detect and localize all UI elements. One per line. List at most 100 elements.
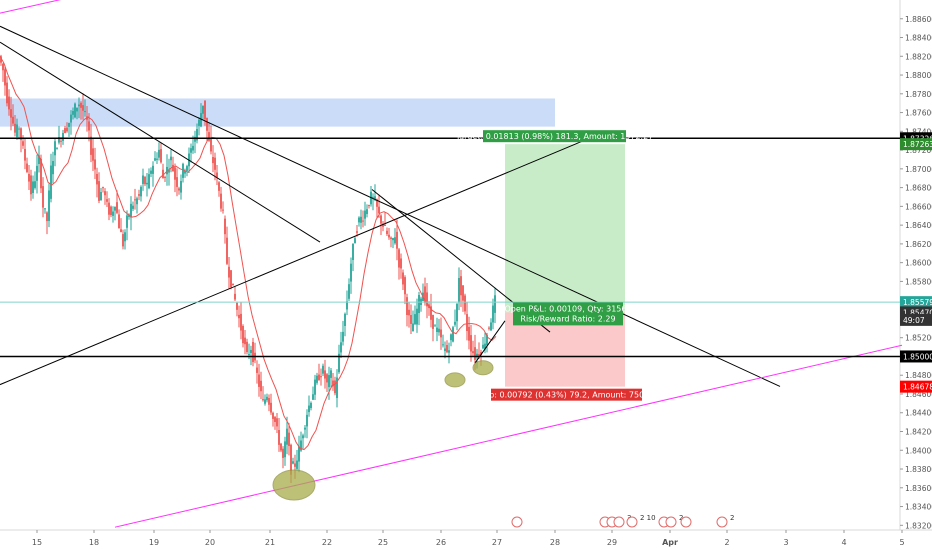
candle-body xyxy=(18,128,20,130)
y-tick-label: 1.86200 xyxy=(905,240,932,249)
y-tick-label: 1.87000 xyxy=(905,165,932,174)
candle-body xyxy=(138,194,140,196)
profit-zone xyxy=(505,144,625,313)
x-tick-label: Apr xyxy=(662,538,678,547)
candle-body xyxy=(204,100,206,120)
candle-body xyxy=(382,223,384,227)
candle-body xyxy=(38,155,40,165)
candle-body xyxy=(196,129,198,141)
candle-body xyxy=(148,174,150,189)
candle-body xyxy=(10,109,12,118)
candle-body xyxy=(232,283,234,286)
price-label-text: 49:07 xyxy=(903,316,925,325)
candle-body xyxy=(158,149,160,158)
y-tick-label: 1.85200 xyxy=(905,334,932,343)
candle-body xyxy=(472,351,474,354)
x-tick-label: 19 xyxy=(149,538,159,547)
candle-body xyxy=(432,315,434,329)
candle-body xyxy=(242,326,244,344)
y-tick-label: 1.84800 xyxy=(905,371,932,380)
y-tick-label: 1.87800 xyxy=(905,90,932,99)
grid xyxy=(0,0,932,531)
candle-body xyxy=(8,96,10,110)
rr-text: Risk/Reward Ratio: 2.29 xyxy=(520,314,615,323)
candle-body xyxy=(178,188,180,191)
candle-body xyxy=(40,158,42,189)
candle-body xyxy=(300,440,302,451)
candle-body xyxy=(334,380,336,394)
candle-body xyxy=(372,196,374,198)
candle-body xyxy=(272,412,274,419)
candle-body xyxy=(172,164,174,171)
target-label-bg xyxy=(483,130,626,143)
candle-body xyxy=(106,199,108,202)
candle-body xyxy=(68,122,70,127)
candle-body xyxy=(76,107,78,112)
candle-body xyxy=(22,141,24,146)
candle-body xyxy=(208,132,210,141)
candle-body xyxy=(88,121,90,131)
candle-body xyxy=(296,460,298,469)
candle-body xyxy=(140,186,142,197)
candle-body xyxy=(48,190,50,221)
candle-body xyxy=(394,237,396,244)
candle-body xyxy=(358,217,360,223)
candle-body xyxy=(200,113,202,127)
candle-body xyxy=(426,292,428,307)
candle-body xyxy=(484,343,486,350)
candle-body xyxy=(416,308,418,325)
candle-body xyxy=(0,56,2,63)
candle-body xyxy=(174,167,176,180)
y-tick-label: 1.86800 xyxy=(905,184,932,193)
candle-body xyxy=(112,211,114,216)
candle-body xyxy=(374,196,376,200)
event-count: 2 xyxy=(730,514,734,522)
candle-body xyxy=(146,182,148,185)
candle-body xyxy=(348,284,350,299)
candle-body xyxy=(234,293,236,300)
candle-body xyxy=(482,344,484,349)
candle-body xyxy=(248,354,250,356)
candle-body xyxy=(30,175,32,195)
candle-body xyxy=(332,380,334,387)
candle-body xyxy=(456,303,458,322)
price-label-text: 1.87263 xyxy=(903,140,932,149)
candle-body xyxy=(160,149,162,163)
candle-body xyxy=(92,148,94,161)
trend-line-7 xyxy=(0,0,62,14)
candle-body xyxy=(58,136,60,143)
candle-body xyxy=(246,341,248,353)
candle-body xyxy=(84,111,86,113)
candle-body xyxy=(116,202,118,213)
candle-body xyxy=(276,418,278,427)
y-tick-label: 1.84200 xyxy=(905,428,932,437)
candle-body xyxy=(298,446,300,462)
event-marker-5 xyxy=(680,516,692,528)
candle-body xyxy=(476,353,478,358)
pnl-label-bg xyxy=(513,302,623,326)
candle-body xyxy=(14,123,16,133)
candle-body xyxy=(222,209,224,211)
candle-body xyxy=(338,353,340,373)
trend-lines xyxy=(0,0,903,528)
stop-label: Stop: 0.00792 (0.43%) 79.2, Amount: 750.… xyxy=(476,388,657,401)
candle-body xyxy=(462,285,464,301)
y-tick-label: 1.84400 xyxy=(905,409,932,418)
candle-body xyxy=(42,186,44,208)
x-tick-label: 20 xyxy=(205,538,215,547)
candle-body xyxy=(226,237,228,264)
candle-body xyxy=(176,177,178,187)
chart-zones xyxy=(0,98,625,387)
trend-line-1 xyxy=(0,41,321,243)
candle-body xyxy=(360,216,362,223)
candle-body xyxy=(154,158,156,161)
candle-body xyxy=(122,234,124,247)
candle-body xyxy=(164,176,166,179)
candle-body xyxy=(250,349,252,354)
candle-body xyxy=(258,374,260,387)
price-label-6 xyxy=(900,350,932,363)
event-marker-6: 2 xyxy=(716,514,734,528)
candle-body xyxy=(110,206,112,215)
